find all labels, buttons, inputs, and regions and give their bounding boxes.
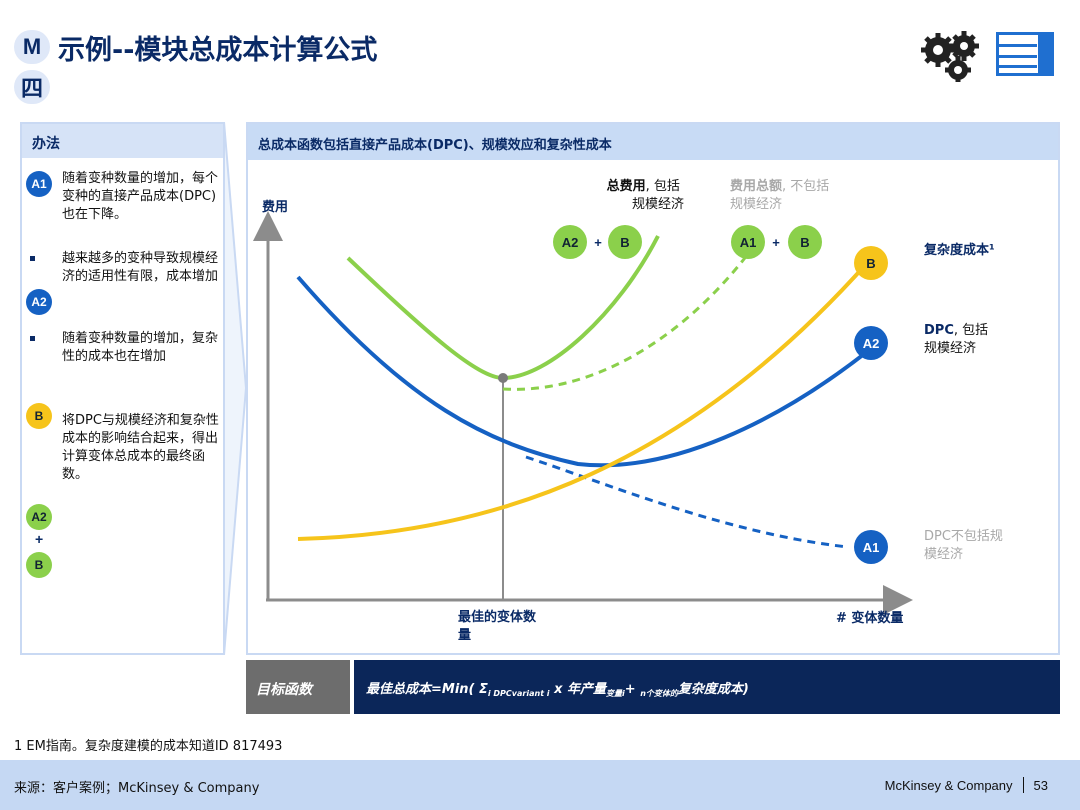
combo-a2: A2 xyxy=(26,504,52,530)
panel-arrow xyxy=(224,122,248,655)
cost-curves-diagram: 费用 # 变体数量 最佳的变体数量 总费用, 包括 规模经济 费用总额, 不包括… xyxy=(253,178,1003,643)
formula-sub-var: 变量i xyxy=(606,689,625,698)
formula-mid: x 年产量 xyxy=(554,682,606,697)
method-item-a1-text: 随着变种数量的增加，每个变种的直接产品成本(DPC)也在下降。 xyxy=(62,171,219,222)
dpc-incl-label-bold: DPC xyxy=(924,323,954,338)
total-excl-label-bold: 费用总额 xyxy=(730,178,782,194)
pill-plus-2: + xyxy=(772,235,780,250)
formula-sub-n: n个变体的 xyxy=(640,689,678,698)
combo-plus: + xyxy=(35,531,44,547)
total-incl-label-rest: , 包括 xyxy=(646,179,680,194)
pill-b-green-1: B xyxy=(620,235,629,250)
bullet-icon xyxy=(30,336,35,341)
method-item-complexity-text: 随着变种数量的增加，复杂性的成本也在增加 xyxy=(62,331,219,364)
company-name: McKinsey & Company xyxy=(884,778,1013,793)
marker-b: B xyxy=(26,403,52,429)
section-badge-m: M xyxy=(14,30,50,64)
marker-a1: A1 xyxy=(26,171,52,197)
formula-plus: + xyxy=(624,682,636,697)
chart-panel: 总成本函数包括直接产品成本(DPC)、规模效应和复杂性成本 费用 # 变体数量 … xyxy=(246,122,1060,655)
combo-b: B xyxy=(26,552,52,578)
optimum-label: 最佳的变体数量 xyxy=(458,609,537,643)
pill-a2-green: A2 xyxy=(562,235,579,250)
optimum-point xyxy=(498,373,508,383)
dpc-excl-label: DPC不包括规模经济 xyxy=(924,529,1003,562)
total-incl-label-bold: 总费用 xyxy=(607,178,646,194)
section-badge-four: 四 xyxy=(14,70,50,104)
objective-label: 目标函数 xyxy=(246,660,350,714)
source-note: 来源：客户案例；McKinsey & Company xyxy=(14,781,260,796)
footnote: 1 EM指南。复杂度建模的成本知道ID 817493 xyxy=(14,739,283,754)
footer-divider xyxy=(1022,777,1024,793)
formula-lead: 最佳总成本=Min( Σ xyxy=(366,682,488,697)
gears-icon xyxy=(921,31,979,82)
dpc-excl-scale-curve xyxy=(525,455,849,549)
svg-text:费用总额, 不包括 规模经济: 费用总额, 不包括 规模经济 xyxy=(730,178,833,212)
pill-b-yellow: B xyxy=(866,256,875,271)
page-title: 示例--模块总成本计算公式 xyxy=(58,35,378,66)
method-heading: 办法 xyxy=(22,124,223,158)
svg-text:总费用, 包括 规模经济: 总费用, 包括 规模经济 xyxy=(607,178,684,212)
complexity-cost-curve xyxy=(297,260,870,541)
module-stack-icon xyxy=(996,32,1054,76)
y-axis-label: 费用 xyxy=(262,199,288,215)
marker-a2: A2 xyxy=(26,289,52,315)
page-number: 53 xyxy=(1033,778,1048,793)
formula-sub-dpc: i DPCvariant i xyxy=(487,689,550,698)
footer-right: McKinsey & Company 53 xyxy=(885,777,1048,793)
x-axis-label: # 变体数量 xyxy=(836,610,903,626)
method-item-b-text: 将DPC与规模经济和复杂性成本的影响结合起来，得出计算变体总成本的最终函数。 xyxy=(62,413,219,482)
pill-a2-blue: A2 xyxy=(863,336,880,351)
complexity-label: 复杂度成本¹ xyxy=(923,242,995,258)
objective-formula: 最佳总成本=Min( Σi DPCvariant i x 年产量变量i+ n个变… xyxy=(354,660,1060,714)
bullet-icon xyxy=(30,256,35,261)
formula-tail: 复杂度成本) xyxy=(677,682,749,697)
pill-a1-blue: A1 xyxy=(863,540,880,555)
pill-a1-green: A1 xyxy=(740,235,757,250)
pill-plus-1: + xyxy=(594,235,602,250)
footer: 来源：客户案例；McKinsey & Company McKinsey & Co… xyxy=(0,760,1080,810)
chart-heading: 总成本函数包括直接产品成本(DPC)、规模效应和复杂性成本 xyxy=(248,124,1058,160)
total-incl-scale-curve xyxy=(346,235,660,381)
total-excl-scale-curve xyxy=(502,253,750,391)
pill-b-green-2: B xyxy=(800,235,809,250)
svg-text:DPC, 包括 规模经济: DPC, 包括 规模经济 xyxy=(924,323,992,356)
dpc-incl-scale-curve xyxy=(296,275,880,468)
total-excl-label-rest: , 不包括 xyxy=(782,179,829,194)
dpc-incl-label-rest: , 包括 xyxy=(954,323,988,338)
method-item-scale-text: 越来越多的变种导致规模经济的适用性有限，成本增加 xyxy=(62,251,219,284)
